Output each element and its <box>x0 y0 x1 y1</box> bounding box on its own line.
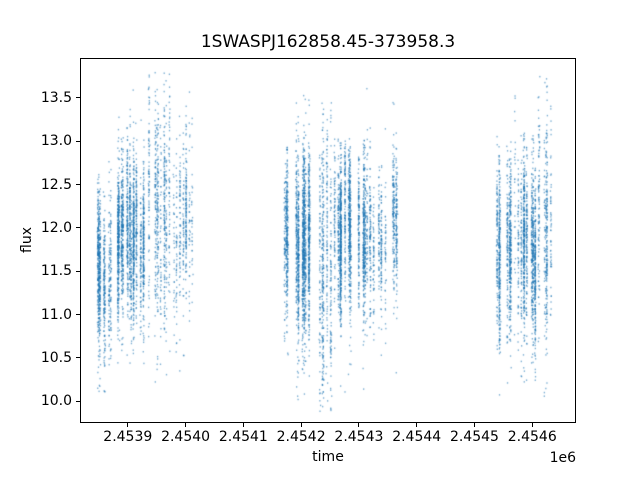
x-tick-label: 2.4540 <box>161 429 211 445</box>
x-tick-mark <box>473 423 475 427</box>
y-tick-mark <box>76 184 80 186</box>
y-tick-mark <box>76 270 80 272</box>
scatter-canvas <box>81 59 575 422</box>
y-tick-label: 13.5 <box>40 89 72 106</box>
y-tick-label: 11.0 <box>40 306 72 323</box>
y-axis-label: flux <box>19 227 35 253</box>
x-axis-offset-text: 1e6 <box>549 450 576 466</box>
x-tick-label: 2.4545 <box>449 429 499 445</box>
x-tick-mark <box>531 423 533 427</box>
x-tick-label: 2.4543 <box>334 429 384 445</box>
x-tick-mark <box>242 423 244 427</box>
y-tick-mark <box>76 97 80 99</box>
y-tick-mark <box>76 314 80 316</box>
x-tick-label: 2.4539 <box>103 429 153 445</box>
x-tick-mark <box>416 423 418 427</box>
y-tick-label: 12.5 <box>40 176 72 193</box>
chart-title: 1SWASPJ162858.45-373958.3 <box>200 32 456 52</box>
x-tick-mark <box>358 423 360 427</box>
y-tick-mark <box>76 227 80 229</box>
y-tick-label: 11.5 <box>40 263 72 280</box>
x-axis-label: time <box>312 449 344 465</box>
plot-frame <box>80 58 576 423</box>
x-tick-mark <box>185 423 187 427</box>
x-tick-label: 2.4541 <box>218 429 268 445</box>
y-tick-label: 13.0 <box>40 133 72 150</box>
x-tick-label: 2.4546 <box>507 429 557 445</box>
y-tick-label: 10.0 <box>40 393 72 410</box>
x-tick-label: 2.4544 <box>392 429 442 445</box>
y-tick-mark <box>76 140 80 142</box>
x-tick-label: 2.4542 <box>276 429 326 445</box>
y-tick-label: 10.5 <box>40 349 72 366</box>
y-tick-mark <box>76 357 80 359</box>
y-tick-label: 12.0 <box>40 219 72 236</box>
x-tick-mark <box>300 423 302 427</box>
x-tick-mark <box>127 423 129 427</box>
y-tick-mark <box>76 400 80 402</box>
